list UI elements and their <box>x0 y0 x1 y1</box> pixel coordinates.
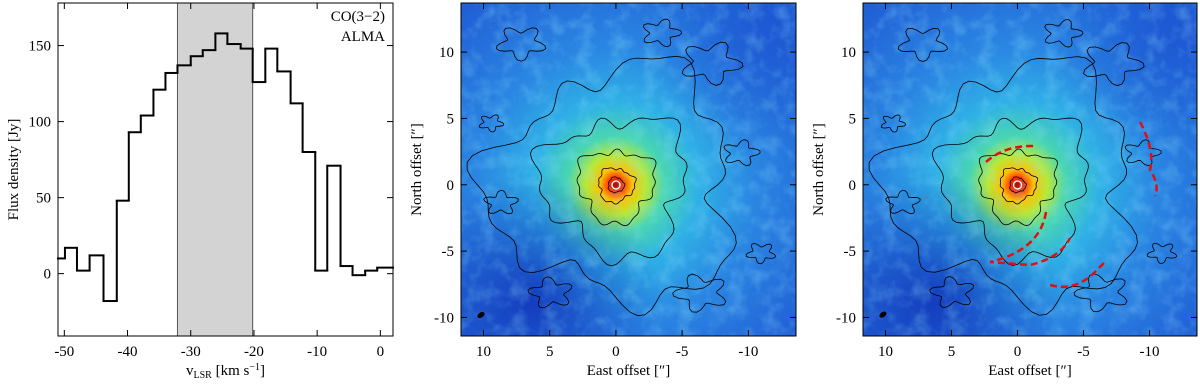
spiral-arc <box>985 144 1036 163</box>
x-tick-label: -30 <box>181 344 201 360</box>
x-axis-label: East offset [″] <box>587 363 670 379</box>
x-tick-label: 5 <box>948 344 956 360</box>
highlight-band <box>177 3 253 336</box>
x-axis-label: vLSR [km s−1] <box>186 362 265 381</box>
x-tick-label: -10 <box>738 344 758 360</box>
x-axis-label-part: LSR <box>194 370 213 381</box>
y-axis-label: North offset [″] <box>409 123 425 216</box>
y-tick-label: 0 <box>44 267 52 283</box>
axes-frame <box>862 2 1198 337</box>
x-tick-label: 10 <box>878 344 893 360</box>
x-tick-label: 0 <box>612 344 620 360</box>
y-axis-label: Flux density [Jy] <box>6 119 22 221</box>
x-tick-label: -10 <box>1139 344 1159 360</box>
y-tick-label: 0 <box>849 178 857 194</box>
y-tick-label: 5 <box>849 111 857 127</box>
y-tick-label: -10 <box>836 310 856 326</box>
y-tick-label: -10 <box>434 310 454 326</box>
x-axis-label-part: ] <box>260 363 265 379</box>
spiral-arc <box>1049 261 1106 289</box>
y-tick-label: 50 <box>36 191 51 207</box>
x-axis-label: East offset [″] <box>988 363 1071 379</box>
map-image <box>863 3 1197 335</box>
spiral-arc <box>989 211 1072 267</box>
y-axis-label: North offset [″] <box>811 123 827 216</box>
y-tick-label: 5 <box>447 111 455 127</box>
x-axis-label-part: −1 <box>249 362 260 373</box>
x-tick-label: 0 <box>377 344 385 360</box>
x-tick-label: -20 <box>244 344 264 360</box>
x-axis-label-part: [km s <box>212 363 250 379</box>
x-tick-label: -5 <box>676 344 689 360</box>
y-tick-label: -5 <box>844 244 857 260</box>
spiral-markers <box>985 121 1158 289</box>
spiral-arc <box>1138 121 1158 197</box>
map-image <box>461 3 796 336</box>
x-tick-label: 0 <box>1014 344 1022 360</box>
annotation: CO(3−2) <box>331 9 385 25</box>
x-axis-label-part: v <box>186 363 194 379</box>
x-tick-label: 5 <box>546 344 554 360</box>
x-tick-label: -5 <box>1077 344 1090 360</box>
y-tick-label: 150 <box>29 39 52 55</box>
y-tick-label: -5 <box>442 244 455 260</box>
y-tick-label: 10 <box>841 45 856 61</box>
annotation: ALMA <box>341 29 385 45</box>
x-tick-label: 10 <box>476 344 491 360</box>
axes-frame <box>460 2 797 337</box>
y-tick-label: 100 <box>29 115 52 131</box>
y-tick-label: 10 <box>439 45 454 61</box>
x-tick-label: -40 <box>118 344 138 360</box>
y-tick-label: 0 <box>447 178 455 194</box>
x-tick-label: -50 <box>54 344 74 360</box>
axes-frame <box>57 2 394 337</box>
x-tick-label: -10 <box>307 344 327 360</box>
